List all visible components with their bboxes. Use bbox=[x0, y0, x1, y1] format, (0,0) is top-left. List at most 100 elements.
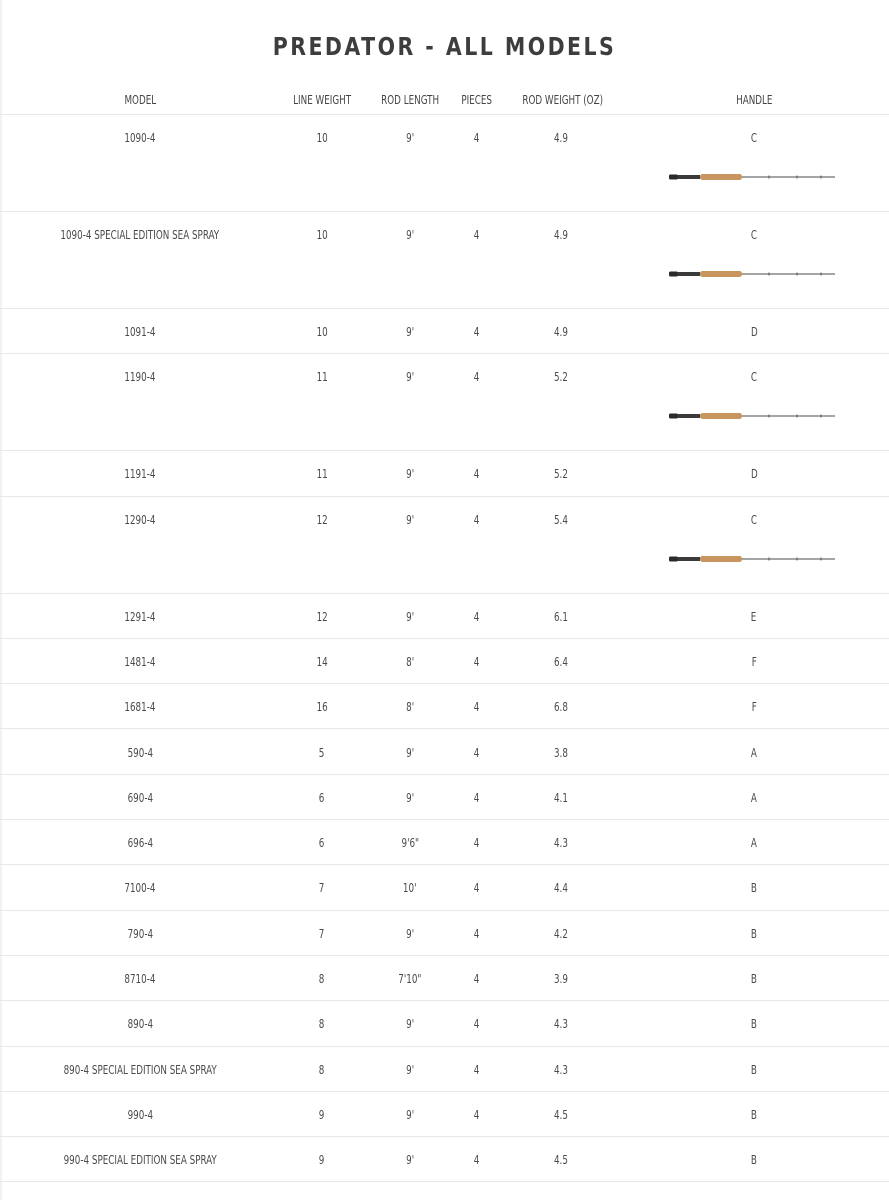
table-row: 1290-4 12 9' 4 5.4 C bbox=[0, 497, 889, 594]
cell-handle: B bbox=[750, 1152, 758, 1168]
cell-rod-length: 9' bbox=[406, 1061, 414, 1077]
cell-model: 8710-4 bbox=[124, 971, 156, 986]
rod-image bbox=[669, 413, 835, 420]
rod-image bbox=[669, 271, 835, 277]
header-model: MODEL bbox=[124, 92, 156, 107]
table-row: 1190-4 11 9' 4 5.2 C bbox=[0, 354, 889, 452]
cell-line-weight: 12 bbox=[316, 511, 328, 527]
cell-rod-length: 8' bbox=[406, 653, 414, 669]
cell-pieces: 4 bbox=[474, 1061, 480, 1077]
cell-rod-length: 9' bbox=[406, 1152, 414, 1168]
cell-pieces: 4 bbox=[474, 1106, 480, 1122]
cell-rod-length: 10' bbox=[403, 880, 417, 896]
cell-rod-weight: 5.4 bbox=[554, 511, 568, 527]
cell-pieces: 4 bbox=[474, 699, 480, 715]
cell-rod-length: 9' bbox=[406, 789, 414, 805]
cell-rod-length: 8' bbox=[406, 699, 414, 715]
cell-handle: D bbox=[750, 324, 758, 339]
cell-handle: C bbox=[750, 511, 758, 527]
cell-pieces: 4 bbox=[474, 1152, 480, 1168]
cell-line-weight: 8 bbox=[319, 971, 325, 986]
cell-model: 7100-4 bbox=[124, 880, 156, 896]
cell-model: 1290-4 bbox=[124, 511, 156, 527]
cell-handle: B bbox=[750, 880, 758, 896]
cell-line-weight: 14 bbox=[316, 653, 328, 669]
cell-rod-weight: 4.3 bbox=[554, 1016, 568, 1032]
cell-line-weight: 10 bbox=[316, 130, 328, 145]
cell-handle: F bbox=[751, 653, 757, 669]
cell-rod-length: 9' bbox=[406, 1016, 414, 1032]
cell-rod-weight: 3.9 bbox=[554, 971, 568, 986]
cell-rod-length: 9' bbox=[406, 369, 414, 385]
cell-line-weight: 6 bbox=[319, 835, 325, 851]
cell-model: 1090-4 bbox=[124, 130, 156, 145]
cell-handle: C bbox=[750, 369, 758, 385]
cell-pieces: 4 bbox=[474, 511, 480, 527]
cell-rod-weight: 5.2 bbox=[554, 466, 568, 482]
cell-model: 1681-4 bbox=[124, 699, 156, 715]
table-row: 890-4 SPECIAL EDITION SEA SPRAY 8 9' 4 4.3 B bbox=[0, 1047, 889, 1092]
rod-image bbox=[669, 174, 835, 180]
cell-rod-weight: 4.5 bbox=[554, 1152, 568, 1168]
cell-rod-length: 9' bbox=[406, 511, 414, 527]
cell-pieces: 4 bbox=[474, 130, 480, 145]
cell-model: 1091-4 bbox=[124, 324, 156, 339]
cell-rod-length: 9' bbox=[406, 466, 414, 482]
cell-model: 690-4 bbox=[127, 789, 153, 805]
table-row: 1091-4 10 9' 4 4.9 D bbox=[0, 309, 889, 355]
rod-image bbox=[669, 555, 835, 562]
cell-rod-length: 9' bbox=[406, 130, 414, 145]
table-row: 890-4 8 9' 4 4.3 B bbox=[0, 1001, 889, 1047]
cell-line-weight: 16 bbox=[316, 699, 328, 715]
cell-handle: B bbox=[750, 925, 758, 941]
cell-rod-length: 9' bbox=[406, 1106, 414, 1122]
cell-line-weight: 10 bbox=[316, 227, 328, 242]
cell-line-weight: 5 bbox=[319, 744, 325, 760]
table-header: MODEL LINE WEIGHT ROD LENGTH PIECES ROD … bbox=[0, 86, 889, 115]
cell-rod-weight: 6.8 bbox=[554, 699, 568, 715]
cell-line-weight: 9 bbox=[319, 1106, 325, 1122]
cell-pieces: 4 bbox=[474, 1016, 480, 1032]
cell-handle: A bbox=[750, 789, 757, 805]
cell-line-weight: 11 bbox=[316, 369, 328, 385]
cell-model: 1291-4 bbox=[124, 608, 156, 624]
table-row: 590-4 5 9' 4 3.8 A bbox=[0, 730, 889, 775]
cell-handle: B bbox=[750, 1061, 758, 1077]
cell-model: 1090-4 SPECIAL EDITION SEA SPRAY bbox=[60, 227, 220, 242]
cell-pieces: 4 bbox=[474, 835, 480, 851]
cell-pieces: 4 bbox=[474, 653, 480, 669]
table-row: 790-4 7 9' 4 4.2 B bbox=[0, 911, 889, 956]
cell-pieces: 4 bbox=[474, 971, 480, 986]
cell-handle: D bbox=[750, 466, 758, 482]
cell-model: 696-4 bbox=[127, 835, 153, 851]
cell-pieces: 4 bbox=[474, 466, 480, 482]
cell-model: 1191-4 bbox=[124, 466, 156, 482]
cell-pieces: 4 bbox=[474, 324, 480, 339]
cell-line-weight: 7 bbox=[319, 880, 325, 896]
cell-pieces: 4 bbox=[474, 369, 480, 385]
cell-line-weight: 9 bbox=[319, 1152, 325, 1168]
cell-rod-length: 9' bbox=[406, 925, 414, 941]
cell-line-weight: 12 bbox=[316, 608, 328, 624]
cell-model: 890-4 SPECIAL EDITION SEA SPRAY bbox=[63, 1061, 217, 1077]
table-row: 8710-4 8 7'10" 4 3.9 B bbox=[0, 956, 889, 1002]
table-row: 990-4 9 9' 4 4.5 B bbox=[0, 1092, 889, 1138]
cell-line-weight: 7 bbox=[319, 925, 325, 941]
cell-rod-weight: 4.9 bbox=[554, 227, 568, 242]
cell-pieces: 4 bbox=[474, 789, 480, 805]
table-row: 696-4 6 9'6" 4 4.3 A bbox=[0, 820, 889, 866]
cell-rod-weight: 5.2 bbox=[554, 369, 568, 385]
table-row: 1681-4 16 8' 4 6.8 F bbox=[0, 684, 889, 730]
table-row: 1481-4 14 8' 4 6.4 F bbox=[0, 639, 889, 685]
cell-rod-weight: 4.9 bbox=[554, 130, 568, 145]
cell-handle: B bbox=[750, 1016, 758, 1032]
table-row: 690-4 6 9' 4 4.1 A bbox=[0, 775, 889, 821]
cell-rod-weight: 3.8 bbox=[554, 744, 568, 760]
cell-pieces: 4 bbox=[474, 227, 480, 242]
cell-handle: B bbox=[750, 971, 758, 986]
header-rod-weight: ROD WEIGHT (OZ) bbox=[522, 92, 604, 107]
cell-model: 890-4 bbox=[127, 1016, 153, 1032]
cell-handle: E bbox=[751, 608, 757, 624]
cell-line-weight: 6 bbox=[319, 789, 325, 805]
table-row: 990-4 SPECIAL EDITION SEA SPRAY 9 9' 4 4.5 B bbox=[0, 1137, 889, 1183]
